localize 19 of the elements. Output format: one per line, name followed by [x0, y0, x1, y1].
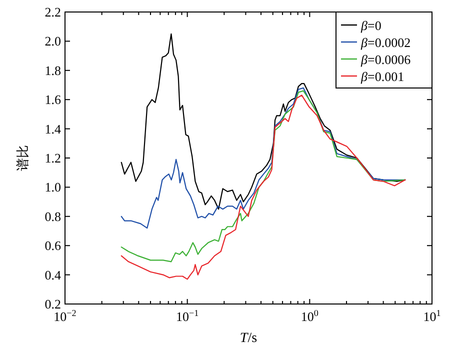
y-tick-label: 1.8 [44, 62, 61, 78]
x-axis-title: T/s [240, 331, 258, 346]
x-tick-label: 10$^{0}$ [300, 308, 319, 324]
y-axis-title: 谱比 [15, 145, 30, 171]
legend-label: β=0.0002 [360, 35, 411, 50]
y-tick-label: 1.4 [44, 121, 62, 136]
y-tick-label: 0.6 [44, 238, 62, 254]
x-tick-label: 10$^{1}$ [423, 308, 441, 324]
y-tick-label: 0.4 [44, 267, 62, 282]
legend-label: β=0.0006 [360, 52, 412, 67]
legend-label: β=0.001 [360, 69, 404, 84]
legend-label: β=0 [360, 18, 382, 33]
y-tick-label: 0.8 [44, 208, 61, 224]
y-tick-label: 2.2 [44, 4, 61, 20]
y-tick-label: 1.2 [44, 150, 61, 166]
x-tick-label: 10$^{−1}$ [176, 308, 199, 324]
y-tick-label: 2.0 [44, 34, 61, 49]
y-tick-label: 1.6 [44, 92, 62, 108]
y-tick-label: 1.0 [44, 180, 61, 195]
